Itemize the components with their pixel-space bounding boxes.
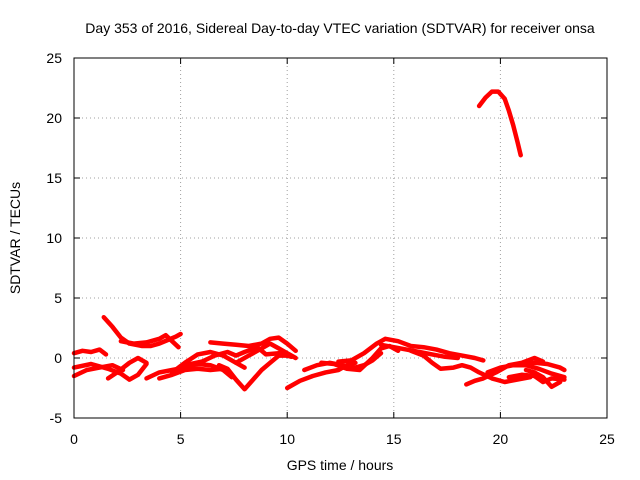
series-line-s10 bbox=[208, 335, 298, 354]
chart-title: Day 353 of 2016, Sidereal Day-to-day VTE… bbox=[85, 20, 595, 36]
data-series bbox=[71, 89, 567, 392]
x-tick-label: 20 bbox=[493, 431, 509, 447]
series-line-s19 bbox=[408, 348, 533, 385]
y-tick-label: 20 bbox=[46, 110, 62, 126]
series-line-s23 bbox=[519, 360, 567, 373]
series-line-s5 bbox=[118, 332, 181, 350]
grid bbox=[74, 58, 607, 418]
series-line-s8 bbox=[157, 366, 226, 381]
x-tick-label: 0 bbox=[70, 431, 78, 447]
series-line-s13 bbox=[233, 341, 298, 366]
y-tick-label: 5 bbox=[54, 290, 62, 306]
series-line-s11 bbox=[182, 344, 294, 368]
series-line-s12 bbox=[216, 353, 290, 392]
series-line-s3 bbox=[71, 361, 149, 382]
x-tick-label: 5 bbox=[177, 431, 185, 447]
y-tick-labels: -5 0 5 10 15 20 25 bbox=[46, 50, 62, 426]
series-line-s1 bbox=[71, 347, 109, 357]
y-tick-label: 15 bbox=[46, 170, 62, 186]
plot-frame bbox=[73, 57, 608, 419]
x-tick-label: 10 bbox=[279, 431, 295, 447]
series-line-s24 bbox=[523, 367, 563, 390]
series-line-s6 bbox=[105, 355, 149, 381]
x-tick-label: 15 bbox=[386, 431, 402, 447]
series-line-s22 bbox=[506, 372, 567, 385]
y-tick-label: 0 bbox=[54, 350, 62, 366]
series-line-s17 bbox=[336, 336, 486, 364]
y-tick-label: 25 bbox=[46, 50, 62, 66]
x-tick-label: 25 bbox=[599, 431, 615, 447]
x-axis-label: GPS time / hours bbox=[287, 457, 394, 473]
series-line-s25 bbox=[476, 89, 523, 158]
y-axis-label: SDTVAR / TECUs bbox=[7, 182, 23, 294]
y-tick-label: -5 bbox=[50, 410, 63, 426]
y-tick-label: 10 bbox=[46, 230, 62, 246]
x-tick-labels: 0 5 10 15 20 25 bbox=[70, 431, 615, 447]
